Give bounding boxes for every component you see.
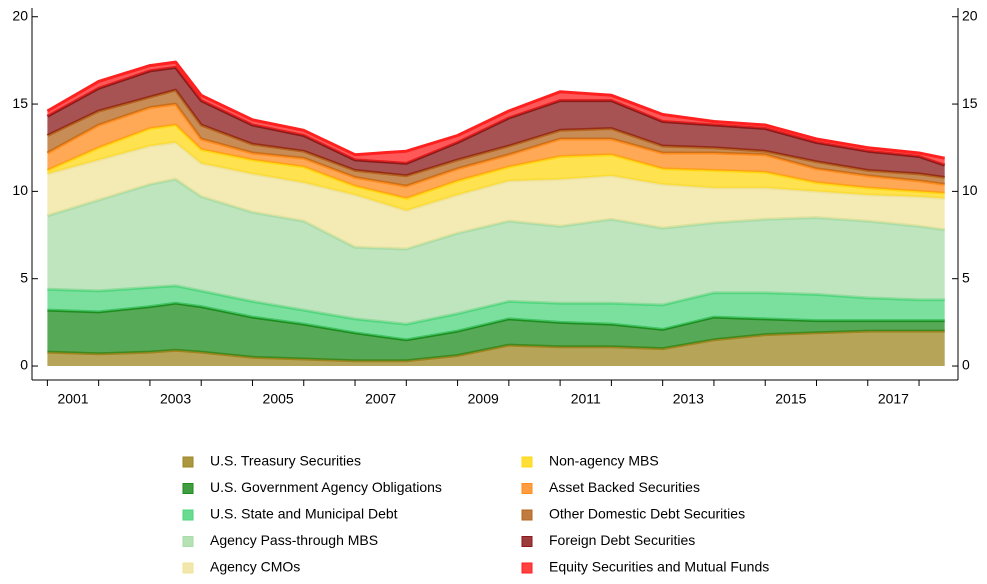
legend-label: U.S. Government Agency Obligations: [210, 479, 442, 495]
legend-label: U.S. State and Municipal Debt: [210, 506, 398, 522]
legend-label: Non-agency MBS: [549, 453, 659, 469]
legend-swatch: [182, 536, 194, 547]
area-edge: [47, 284, 945, 326]
y2-tick-label: 5: [962, 269, 970, 285]
area-edge: [46, 65, 946, 167]
y-tick-label: 10: [12, 182, 28, 198]
y2-tick-label: 20: [962, 7, 978, 23]
y2-tick-label: 15: [962, 95, 978, 111]
y2-tick-label: 0: [962, 357, 970, 373]
y2-tick-label: 10: [962, 182, 978, 198]
area: [47, 285, 945, 340]
x-tick-label: 2011: [571, 391, 601, 407]
area: [47, 142, 945, 249]
x-tick-label: 2017: [878, 391, 909, 407]
legend-swatch: [521, 562, 533, 574]
x-tick-label: 2009: [468, 391, 499, 407]
y-tick-label: 15: [12, 95, 28, 111]
y-tick-label: 5: [20, 269, 28, 285]
legend-label: Foreign Debt Securities: [549, 532, 695, 548]
area: [47, 90, 945, 187]
legend-swatch: [521, 456, 533, 468]
legend-swatch: [182, 456, 194, 468]
x-tick-label: 2003: [160, 391, 191, 407]
legend-label: Agency CMOs: [210, 559, 300, 575]
area-edge: [46, 60, 945, 160]
legend-label: U.S. Treasury Securities: [210, 453, 361, 469]
legend-swatch: [521, 483, 533, 494]
x-tick-label: 2007: [365, 391, 396, 407]
area: [47, 62, 945, 166]
area: [47, 179, 945, 325]
legend-label: Equity Securities and Mutual Funds: [549, 559, 769, 575]
legend-swatch: [521, 536, 533, 547]
legend-swatch: [521, 509, 533, 521]
y-tick-label: 20: [12, 7, 28, 23]
x-tick-label: 2015: [775, 391, 806, 407]
legend-swatch: [182, 509, 194, 521]
legend-label: Other Domestic Debt Securities: [549, 506, 745, 522]
legend-label: Asset Backed Securities: [549, 479, 700, 495]
area: [47, 104, 945, 199]
x-tick-label: 2005: [263, 391, 294, 407]
area-edge: [46, 102, 945, 188]
legend-swatch: [182, 483, 194, 494]
area: [47, 67, 945, 178]
y-tick-label: 0: [20, 357, 28, 373]
x-tick-label: 2001: [57, 391, 88, 407]
legend-swatch: [182, 562, 194, 574]
area-edge: [47, 141, 945, 213]
legend-label: Agency Pass-through MBS: [210, 532, 378, 548]
x-tick-label: 2013: [673, 391, 704, 407]
